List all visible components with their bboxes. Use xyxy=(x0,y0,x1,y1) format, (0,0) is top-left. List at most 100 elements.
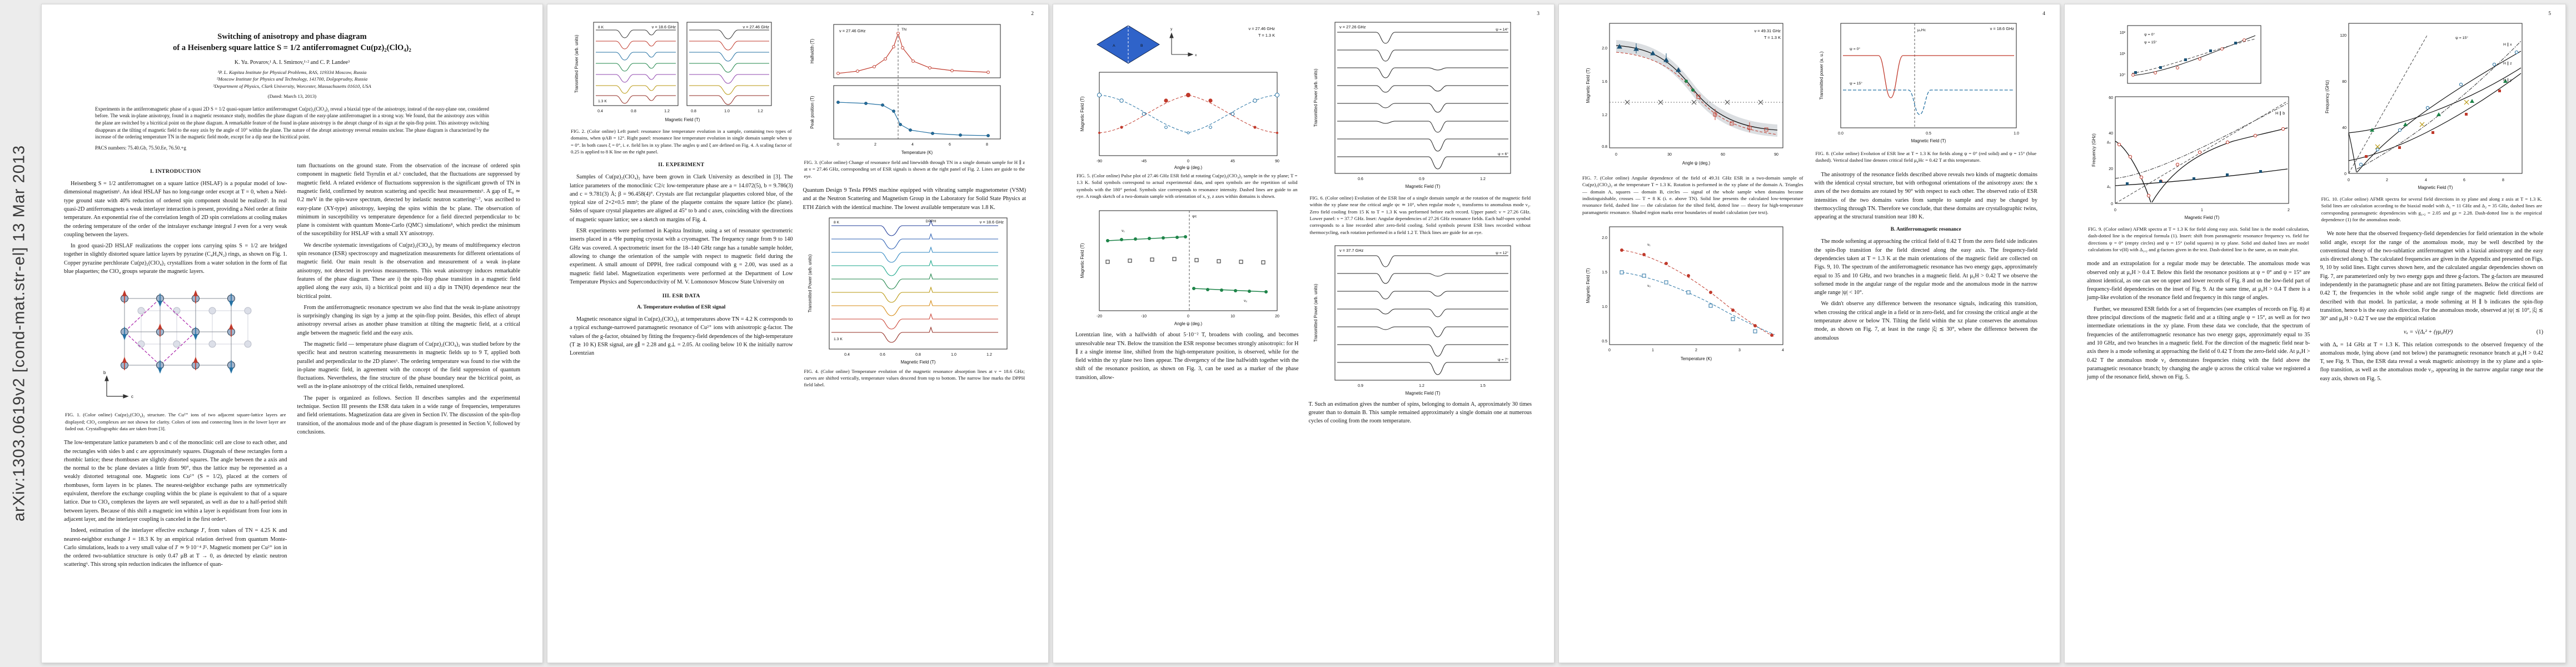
x-axis-label: Magnetic Field (T) xyxy=(1405,391,1440,396)
x-axis-label: Magnetic Field (T) xyxy=(1405,184,1440,189)
critical-angle-label: ψc xyxy=(1192,215,1197,218)
temperature-label-bottom: 1.3 K xyxy=(598,99,607,103)
figure-6-caption: FIG. 6. (Color online) Evolution of the … xyxy=(1309,195,1531,235)
tick-label: 60 xyxy=(2109,96,2113,100)
paragraph: Heisenberg S = 1/2 antiferromagnet on a … xyxy=(64,181,287,238)
tick-label: 4 xyxy=(1782,349,1784,352)
figure-10-caption: FIG. 10. (Color online) AFMR spectra for… xyxy=(2321,196,2543,222)
tick-label: 0 xyxy=(1187,315,1189,318)
tick-label: 0 xyxy=(1615,153,1617,157)
frequency-annotation: ν = 18.6 GHz xyxy=(979,220,1004,225)
tick-label: 4 xyxy=(911,143,914,147)
dpph-label: DPPH xyxy=(925,220,936,223)
x-axis-label: Magnetic Field (T) xyxy=(2185,215,2220,220)
paragraph: Further, we measured ESR fields for a se… xyxy=(2087,306,2310,381)
paragraph: tum fluctuations on the ground state. Fr… xyxy=(297,163,521,237)
y-axis-label: Magnetic Field (T) xyxy=(1080,243,1085,278)
figure-2-esr-spectra-panels: 8 K 1.3 K ν = 18.6 GHz ν = 27.46 GHz 0.4… xyxy=(574,22,772,122)
page-number: 3 xyxy=(1537,11,1539,17)
tick-label: 80 xyxy=(2342,80,2346,84)
figure-7: ν = 49.31 GHz T = 1.3 K 2.0 1.6 1.2 0.8 … xyxy=(1581,19,1805,172)
figure-10-afmr-spectra-directions: H ∥ x H ∥ z H ∥ y ψ = 15° 120 80 40 0 0 … xyxy=(2325,23,2523,190)
tick-label: 120 xyxy=(2340,34,2346,38)
x-axis-label: Temperature (K) xyxy=(1681,356,1712,361)
mode-1-label: ν₁ xyxy=(1647,243,1651,247)
paragraph: Lorentzian line, with a halfwidth of abo… xyxy=(1075,332,1299,381)
page-5: 5 10² 10¹ xyxy=(2064,4,2566,663)
tick-label: 0 xyxy=(2344,172,2346,176)
paper-strip: Switching of anisotropy and phase diagra… xyxy=(41,4,2566,663)
tick-label: 90 xyxy=(1275,160,1279,163)
paragraph: The mode softening at approaching the cr… xyxy=(1814,238,2038,296)
tick-label: 0 xyxy=(1608,349,1611,352)
paragraph: with Δₐ = 14 GHz at T = 1.3 K. This rela… xyxy=(2320,341,2544,382)
tick-label: -90 xyxy=(1097,160,1102,163)
page-3: 3 A B y x ν = 27.46 GHz T = 1.3 K xyxy=(1053,4,1554,663)
page3-column-1: A B y x ν = 27.46 GHz T = 1.3 K xyxy=(1075,18,1299,429)
mode-1-label: ν₁ xyxy=(1122,229,1125,233)
tick-label: 20 xyxy=(1275,315,1279,318)
tick-label: 2 xyxy=(874,143,876,147)
psi0-label: ψ = 0° xyxy=(1850,47,1860,51)
frequency-annotation: ν = 27.46 GHz xyxy=(1249,26,1275,31)
tick-label: 0.8 xyxy=(691,109,696,113)
tick-label: 1.2 xyxy=(986,353,992,357)
tick-label: 0.0 xyxy=(1838,132,1843,136)
frequency-annotation: ν = 18.6 GHz xyxy=(1990,26,2014,31)
tick-label: 1.2 xyxy=(664,109,670,113)
frequency-annotation-a: ν = 18.6 GHz xyxy=(652,24,676,29)
y-axis-label: Frequency (GHz) xyxy=(2091,133,2096,167)
frequency-annotation: ν = 37.7 GHz xyxy=(1339,248,1364,253)
frequency-annotation-b: ν = 27.46 GHz xyxy=(743,24,770,29)
tick-label: 10² xyxy=(2120,31,2126,35)
domain-a-label: A xyxy=(1113,44,1115,48)
tn-label: TN xyxy=(901,28,906,32)
x-axis-label: Angle ψ (deg.) xyxy=(1682,161,1711,166)
title-line-2: of a Heisenberg square lattice S = 1/2 a… xyxy=(173,43,411,53)
mode-2-label: ν₂ xyxy=(1647,284,1651,288)
x-axis-label: Magnetic Field (T) xyxy=(2418,185,2453,190)
tick-label: 10 xyxy=(1230,315,1235,318)
tick-label: 0.9 xyxy=(1358,384,1363,388)
frequency-annotation: ν = 27.26 GHz xyxy=(1339,24,1366,29)
tick-label: 3 xyxy=(1738,349,1741,352)
tick-label: 8 xyxy=(986,143,988,147)
paragraph: We describe systematic investigations of… xyxy=(297,242,521,300)
figure-1: c b xyxy=(64,278,287,409)
subsection-antiferromagnetic-resonance: B. Antiferromagnetic resonance xyxy=(1890,227,1961,233)
paragraph: The paper is organized as follows. Secti… xyxy=(297,395,521,435)
authors-line: K. Yu. Povarov,¹ A. I. Smirnov,¹·² and C… xyxy=(234,59,350,66)
abstract: Experiments in the antiferromagnetic pha… xyxy=(95,106,489,140)
tick-label: 0 xyxy=(1187,160,1189,163)
tick-label: -10 xyxy=(1141,315,1147,318)
figure-6-lower-traces: ν = 37.7 GHz ψ = 12° ψ = 7° 0.9 1.2 1.5 … xyxy=(1313,245,1511,396)
y-axis-label: Transmitted Power (arb. units) xyxy=(574,34,579,93)
figure-9-afmr-spectra: 10² 10¹ 10⁰ ψ = 0° ψ = 15° xyxy=(2091,25,2290,220)
series-x-label: H ∥ x xyxy=(2503,42,2512,47)
page-number: 4 xyxy=(2042,11,2045,17)
figure-5: A B y x ν = 27.46 GHz T = 1.3 K xyxy=(1075,19,1299,170)
tick-label: 0.6 xyxy=(880,353,885,357)
page1-column-1: I. INTRODUCTION Heisenberg S = 1/2 antif… xyxy=(64,162,287,572)
paragraph: Samples of Cu(pz)₂(ClO₄)₂ have been grow… xyxy=(570,174,793,223)
y-axis-label: Magnetic Field (T) xyxy=(1080,96,1085,131)
tick-label: 20 xyxy=(2109,167,2113,171)
paragraph: T. Such an estimation gives the number o… xyxy=(1308,401,1532,425)
x-axis-label: Angle ψ (deg.) xyxy=(1174,165,1203,170)
series-z-label: H ∥ z xyxy=(2503,61,2512,66)
angle-label-top: ψ = 12° xyxy=(1496,251,1508,255)
tick-label: 1 xyxy=(1652,349,1654,352)
y-axis-label: Transmitted Power (arb. units) xyxy=(1313,283,1318,342)
equation-1-body: νₐ = √(Δₐ² + (γμ₀H)²) xyxy=(2403,328,2453,335)
figure-7-caption: FIG. 7. (Color online) Angular dependenc… xyxy=(1582,175,1803,215)
tick-label: 2.0 xyxy=(1602,47,1608,51)
figure-7-lower-panel: ν₁ ν₂ 2.0 1.5 1.0 0.5 0 1 2 3 4 Tempe xyxy=(1581,222,1805,365)
figure-4-caption: FIG. 4. (Color online) Temperature evolu… xyxy=(804,368,1025,388)
y-axis-label: Magnetic Field (T) xyxy=(1586,68,1591,103)
angle-label-top: ψ = 14° xyxy=(1496,27,1508,32)
tick-label: 1.0 xyxy=(2014,132,2019,136)
paragraph: We didn't observe any difference between… xyxy=(1814,301,2038,341)
tick-label: 30 xyxy=(1667,153,1672,157)
tick-label: 0.8 xyxy=(1602,145,1608,149)
tick-label: 0 xyxy=(837,143,839,147)
